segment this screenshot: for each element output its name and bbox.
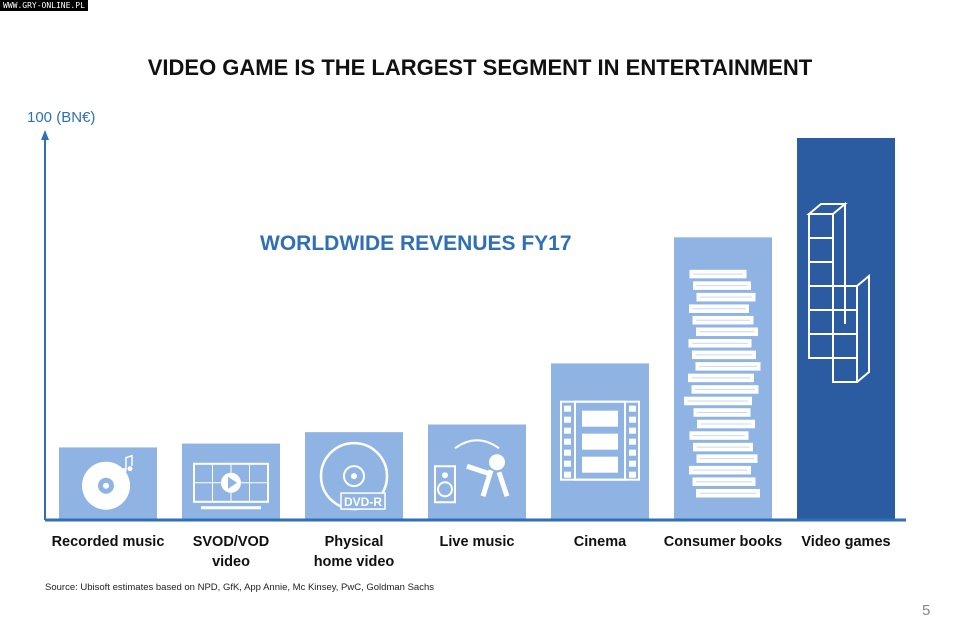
tetris-block-icon	[806, 201, 870, 383]
chart-title: VIDEO GAME IS THE LARGEST SEGMENT IN ENT…	[147, 55, 813, 80]
page-number: 5	[922, 602, 931, 619]
bar	[797, 138, 895, 520]
music-disc-icon	[82, 454, 133, 510]
category-label: SVOD/VOD video	[192, 534, 270, 570]
category-label: Consumer books	[663, 534, 783, 550]
guitar-speaker-icon	[434, 439, 510, 504]
dvd-icon: DVD-R	[319, 441, 389, 511]
bar	[428, 424, 526, 520]
category-label: Video games	[801, 534, 891, 550]
y-axis-label: 100 (BN€)	[27, 109, 96, 126]
category-label: Recorded music	[51, 534, 165, 550]
y-axis-arrow	[41, 130, 49, 140]
video-player-icon	[193, 462, 269, 510]
chart-subtitle: WORLDWIDE REVENUES FY17	[260, 232, 572, 255]
dvd-label: DVD-R	[344, 495, 382, 509]
category-label: Cinema	[573, 534, 627, 550]
film-strip-icon	[560, 400, 640, 481]
category-label: Live music	[439, 534, 515, 550]
watermark: WWW.GRY-ONLINE.PL	[0, 0, 88, 11]
book-stack-icon	[683, 268, 762, 499]
category-label: Physical home video	[313, 534, 395, 570]
source-note: Source: Ubisoft estimates based on NPD, …	[45, 582, 434, 593]
